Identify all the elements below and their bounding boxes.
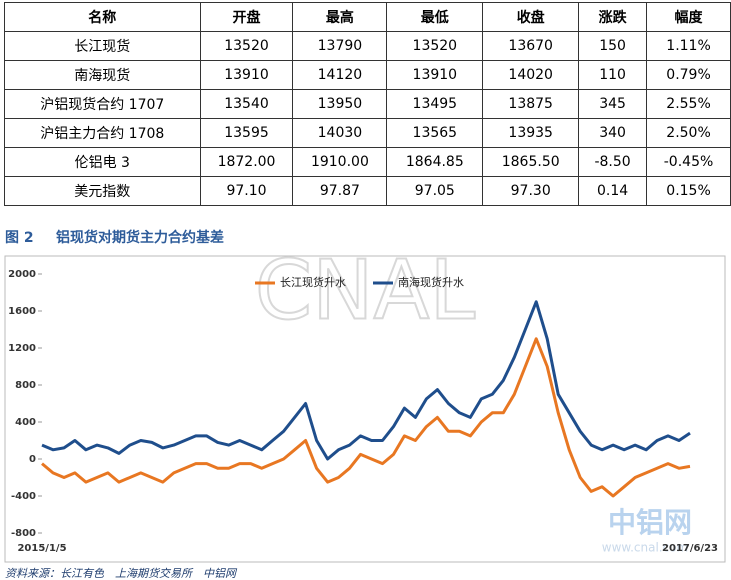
cell: 1864.85 xyxy=(386,147,484,177)
header-cell: 最低 xyxy=(386,2,484,32)
source-note: 资料来源：长江有色 上海期货交易所 中铝网 xyxy=(5,567,238,580)
cell: 13875 xyxy=(482,89,580,119)
legend-label: 长江现货升水 xyxy=(280,275,346,289)
table-row: 沪铝现货合约 1707 13540 13950 13495 13875 345 2.55% xyxy=(4,89,731,119)
header-cell: 名称 xyxy=(4,2,201,32)
cell: 南海现货 xyxy=(4,60,201,90)
y-tick-label: 0 xyxy=(29,454,36,465)
cell: 13520 xyxy=(386,31,484,61)
y-tick-label: 400 xyxy=(15,417,36,428)
cell: 13935 xyxy=(482,118,580,148)
series-line xyxy=(41,337,691,498)
cell: 1.11% xyxy=(646,31,731,61)
cell: 沪铝主力合约 1708 xyxy=(4,118,201,148)
cell: 14030 xyxy=(292,118,388,148)
y-tick-label: 2000 xyxy=(8,269,36,280)
cell: 13910 xyxy=(199,60,294,90)
cell: 1910.00 xyxy=(292,147,388,177)
series-line xyxy=(41,300,691,461)
table-row: 沪铝主力合约 1708 13595 14030 13565 13935 340 2.50% xyxy=(4,118,731,148)
cell: 0.14 xyxy=(578,176,648,206)
y-tick-label: -800 xyxy=(11,528,36,539)
cell: 110 xyxy=(578,60,648,90)
header-cell: 开盘 xyxy=(199,2,294,32)
table-row: 美元指数 97.10 97.87 97.05 97.30 0.14 0.15% xyxy=(4,176,731,206)
cell: 13670 xyxy=(482,31,580,61)
cell: 0.15% xyxy=(646,176,731,206)
cell: 13495 xyxy=(386,89,484,119)
legend-label: 南海现货升水 xyxy=(398,275,464,289)
y-tick-label: 800 xyxy=(15,380,36,391)
header-cell: 收盘 xyxy=(482,2,580,32)
figure-label: 图 2 xyxy=(5,230,34,246)
table-row: 长江现货 13520 13790 13520 13670 150 1.11% xyxy=(4,31,731,61)
y-tick-label: 1200 xyxy=(8,343,36,354)
cell: 97.87 xyxy=(292,176,388,206)
cell: 97.05 xyxy=(386,176,484,206)
cell: 2.55% xyxy=(646,89,731,119)
cell: 13790 xyxy=(292,31,388,61)
cell: 97.10 xyxy=(199,176,294,206)
cell: 97.30 xyxy=(482,176,580,206)
cell: 伦铝电 3 xyxy=(4,147,201,177)
header-row: 名称 开盘 最高 最低 收盘 涨跌 幅度 xyxy=(4,2,731,32)
cell: 13595 xyxy=(199,118,294,148)
y-tick-label: -400 xyxy=(11,491,36,502)
figure-title: 铝现货对期货主力合约基差 xyxy=(56,229,224,246)
cell: 长江现货 xyxy=(4,31,201,61)
cell: 0.79% xyxy=(646,60,731,90)
watermark: CNAL xyxy=(255,243,476,338)
cell: 1865.50 xyxy=(482,147,580,177)
watermark: 中铝网 xyxy=(608,506,692,539)
table-row: 南海现货 13910 14120 13910 14020 110 0.79% xyxy=(4,60,731,90)
header-cell: 幅度 xyxy=(646,2,731,32)
cell: 13520 xyxy=(199,31,294,61)
x-tick-label: 2017/6/23 xyxy=(662,543,718,554)
quote-table: 名称 开盘 最高 最低 收盘 涨跌 幅度 长江现货 13520 13790 13520 13670 15… xyxy=(4,2,731,206)
cell: 345 xyxy=(578,89,648,119)
chart-frame xyxy=(4,255,726,563)
table-row: 伦铝电 3 1872.00 1910.00 1864.85 1865.50 -8.50 -0… xyxy=(4,147,731,177)
cell: 美元指数 xyxy=(4,176,201,206)
x-tick-label: 2015/1/5 xyxy=(17,543,66,554)
cell: 14120 xyxy=(292,60,388,90)
watermark: www.cnal.com xyxy=(602,541,689,555)
y-tick-label: 1600 xyxy=(8,306,36,317)
